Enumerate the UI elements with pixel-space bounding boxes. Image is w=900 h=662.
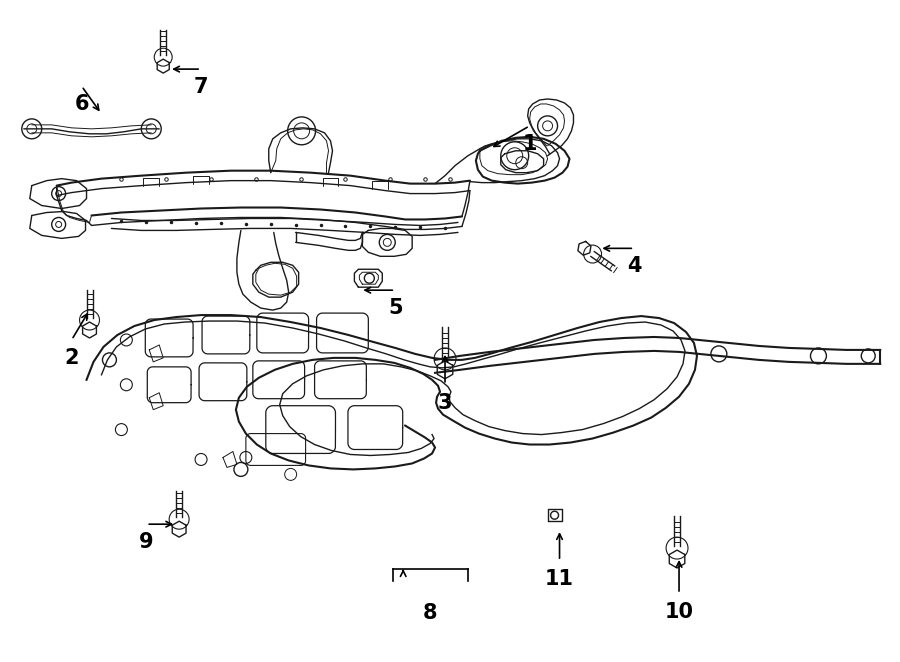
Text: 6: 6 — [75, 94, 89, 114]
Text: 11: 11 — [545, 569, 574, 589]
Text: 5: 5 — [388, 298, 402, 318]
Text: 2: 2 — [64, 348, 79, 368]
Text: 1: 1 — [522, 134, 537, 154]
Text: 10: 10 — [664, 602, 694, 622]
Text: 8: 8 — [423, 603, 437, 623]
Text: 3: 3 — [437, 393, 453, 412]
Text: 7: 7 — [194, 77, 208, 97]
Text: 4: 4 — [627, 256, 642, 276]
Text: 9: 9 — [139, 532, 154, 552]
